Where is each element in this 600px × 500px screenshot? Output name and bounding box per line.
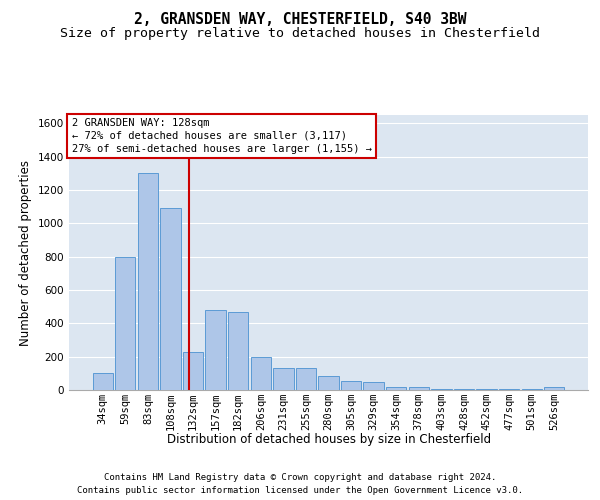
- Bar: [364, 382, 384, 390]
- Text: Size of property relative to detached houses in Chesterfield: Size of property relative to detached ho…: [60, 28, 540, 40]
- Bar: [521, 389, 542, 390]
- Bar: [228, 312, 248, 390]
- Bar: [386, 386, 406, 390]
- Bar: [476, 389, 497, 390]
- Text: 2 GRANSDEN WAY: 128sqm
← 72% of detached houses are smaller (3,117)
27% of semi-: 2 GRANSDEN WAY: 128sqm ← 72% of detached…: [71, 118, 371, 154]
- Bar: [431, 389, 452, 390]
- Bar: [341, 381, 361, 390]
- Text: Distribution of detached houses by size in Chesterfield: Distribution of detached houses by size …: [167, 432, 491, 446]
- Text: Contains HM Land Registry data © Crown copyright and database right 2024.: Contains HM Land Registry data © Crown c…: [104, 472, 496, 482]
- Bar: [205, 310, 226, 390]
- Bar: [92, 374, 113, 390]
- Bar: [138, 174, 158, 390]
- Bar: [499, 389, 519, 390]
- Bar: [319, 376, 338, 390]
- Bar: [296, 368, 316, 390]
- Text: Contains public sector information licensed under the Open Government Licence v3: Contains public sector information licen…: [77, 486, 523, 495]
- Y-axis label: Number of detached properties: Number of detached properties: [19, 160, 32, 346]
- Bar: [273, 368, 293, 390]
- Bar: [183, 352, 203, 390]
- Bar: [409, 386, 429, 390]
- Text: 2, GRANSDEN WAY, CHESTERFIELD, S40 3BW: 2, GRANSDEN WAY, CHESTERFIELD, S40 3BW: [134, 12, 466, 28]
- Bar: [251, 356, 271, 390]
- Bar: [454, 389, 474, 390]
- Bar: [115, 256, 136, 390]
- Bar: [160, 208, 181, 390]
- Bar: [544, 386, 565, 390]
